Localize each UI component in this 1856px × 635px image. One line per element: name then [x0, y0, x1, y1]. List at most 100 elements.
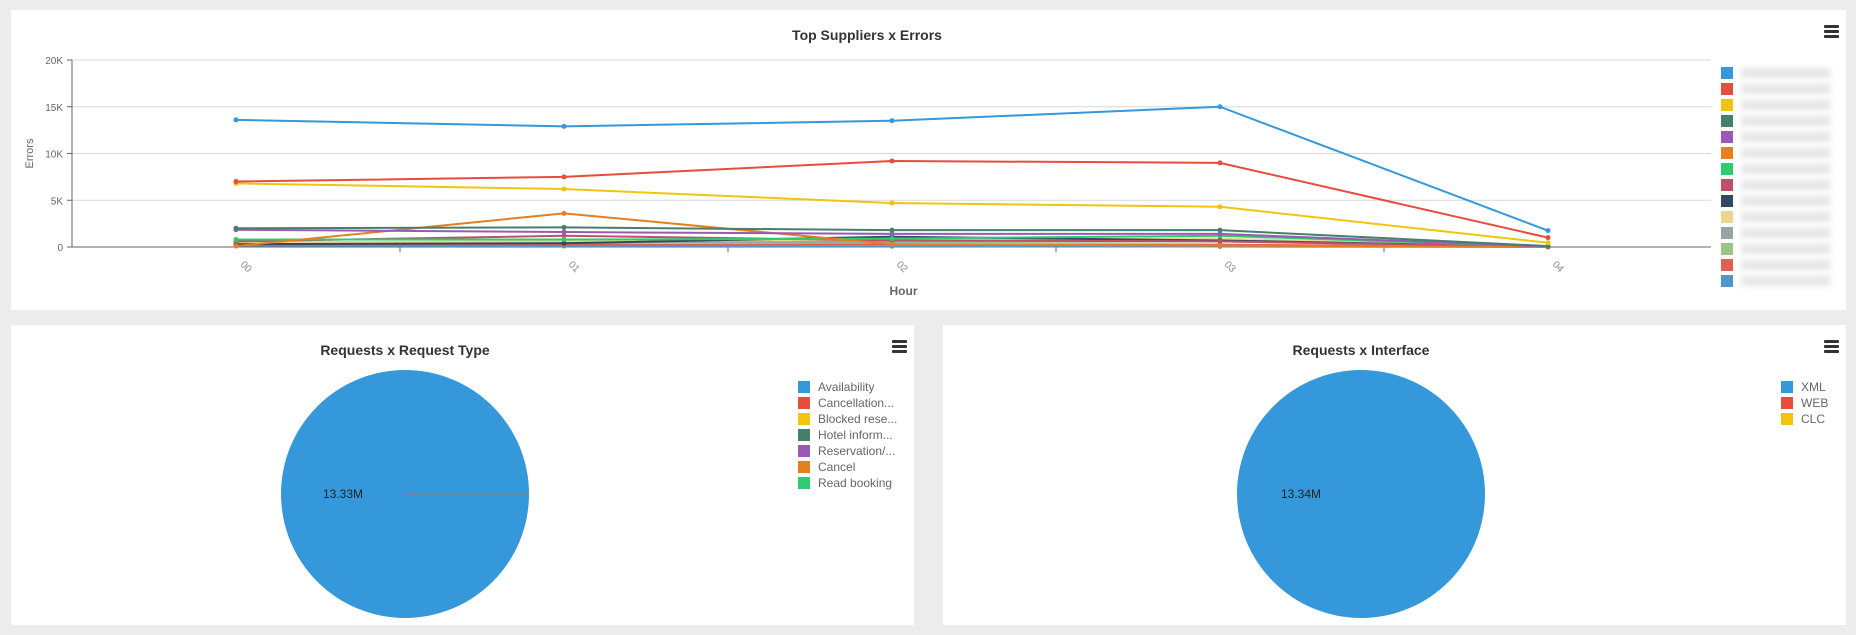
data-point[interactable]: [233, 117, 239, 123]
legend-label: Blocked rese...: [818, 412, 898, 426]
legend-item[interactable]: [1721, 241, 1831, 257]
redacted-legend-label: [1741, 68, 1831, 78]
redacted-legend-label: [1741, 212, 1831, 222]
y-tick-label: 0: [57, 243, 63, 254]
data-point[interactable]: [561, 233, 567, 239]
top-suppliers-errors-panel: Top Suppliers x Errors 0 5K 10K 15K 20K 00 01 0…: [11, 10, 1846, 310]
legend-label: Cancel: [818, 460, 856, 474]
data-point[interactable]: [561, 229, 567, 235]
data-point[interactable]: [1545, 240, 1551, 246]
data-point[interactable]: [889, 241, 895, 247]
legend-item[interactable]: [1721, 129, 1831, 145]
pie-data-label: 13.33M: [323, 487, 364, 501]
x-tick-label: 00: [238, 259, 254, 275]
data-point[interactable]: [1217, 104, 1223, 110]
legend-swatch: [1721, 211, 1733, 223]
data-point[interactable]: [1217, 243, 1223, 249]
data-point[interactable]: [233, 179, 239, 185]
data-point[interactable]: [561, 240, 567, 246]
legend-swatch: [1721, 227, 1733, 239]
legend-swatch: [1721, 115, 1733, 127]
legend-swatch: [1721, 163, 1733, 175]
hamburger-menu-icon[interactable]: [1823, 23, 1841, 39]
pie-legend-request-type: Availability Cancellation... Blocked rese.…: [798, 379, 897, 491]
legend-swatch: [1721, 67, 1733, 79]
data-point[interactable]: [1545, 235, 1551, 241]
data-point[interactable]: [233, 237, 239, 243]
data-point[interactable]: [561, 123, 567, 129]
y-tick-label: 10K: [45, 150, 63, 161]
legend-item[interactable]: [1721, 225, 1831, 241]
legend-item[interactable]: [1721, 177, 1831, 193]
legend-label: Read booking: [818, 476, 893, 490]
data-point[interactable]: [889, 118, 895, 124]
legend-item[interactable]: [1721, 113, 1831, 129]
data-point[interactable]: [889, 158, 895, 164]
chart-title: Top Suppliers x Errors: [792, 27, 942, 43]
legend-item[interactable]: [1721, 97, 1831, 113]
series-line[interactable]: [235, 105, 1549, 232]
legend-item[interactable]: Reservation/...: [798, 443, 897, 459]
legend-item[interactable]: Cancel: [798, 459, 897, 475]
legend-item[interactable]: Cancellation...: [798, 395, 897, 411]
data-point[interactable]: [561, 237, 567, 243]
legend-item[interactable]: WEB: [1781, 395, 1828, 411]
legend-item[interactable]: XML: [1781, 379, 1828, 395]
legend-swatch: [1721, 275, 1733, 287]
legend-item[interactable]: [1721, 209, 1831, 225]
redacted-legend-label: [1741, 132, 1831, 142]
data-point[interactable]: [889, 227, 895, 233]
data-point[interactable]: [1217, 160, 1223, 166]
hamburger-menu-icon[interactable]: [1823, 338, 1841, 354]
data-point[interactable]: [889, 200, 895, 206]
legend-item[interactable]: [1721, 145, 1831, 161]
legend-item[interactable]: [1721, 193, 1831, 209]
pie-slice-xml[interactable]: [1237, 370, 1485, 618]
legend-item[interactable]: Availability: [798, 379, 897, 395]
chart-title: Requests x Interface: [1292, 342, 1430, 358]
legend-item[interactable]: Hotel inform...: [798, 427, 897, 443]
legend-item[interactable]: CLC: [1781, 411, 1828, 427]
legend-item[interactable]: [1721, 257, 1831, 273]
data-point[interactable]: [889, 231, 895, 237]
legend-swatch: [798, 477, 810, 489]
hamburger-menu-icon[interactable]: [891, 338, 909, 354]
legend-item[interactable]: [1721, 161, 1831, 177]
y-axis-title: Errors: [24, 138, 36, 168]
data-point[interactable]: [889, 236, 895, 242]
legend-item[interactable]: Blocked rese...: [798, 411, 897, 427]
line-chart-plot: 0 5K 10K 15K 20K 00 01 02 03 04 Hour Errors: [24, 56, 1711, 298]
legend-item[interactable]: [1721, 81, 1831, 97]
pie-data-label: 13.34M: [1281, 487, 1322, 501]
legend-label: Hotel inform...: [818, 428, 893, 442]
legend-swatch: [798, 397, 810, 409]
data-point[interactable]: [561, 186, 567, 192]
data-point[interactable]: [1217, 204, 1223, 210]
data-point[interactable]: [561, 174, 567, 180]
data-point[interactable]: [561, 210, 567, 216]
legend-label: WEB: [1801, 396, 1829, 410]
pie-chart-interface: [1237, 370, 1485, 618]
legend-item[interactable]: Read booking: [798, 475, 897, 491]
legend-item[interactable]: [1721, 65, 1831, 81]
legend-swatch: [1781, 413, 1793, 425]
x-tick-label: 01: [566, 259, 582, 275]
legend-swatch: [798, 461, 810, 473]
legend-swatch: [1721, 179, 1733, 191]
legend-swatch: [1721, 147, 1733, 159]
legend-swatch: [798, 413, 810, 425]
legend-swatch: [1781, 397, 1793, 409]
data-point[interactable]: [233, 225, 239, 231]
data-point[interactable]: [1217, 227, 1223, 233]
legend-item[interactable]: [1721, 273, 1831, 289]
x-tick-label: 04: [1550, 259, 1566, 275]
pie-legend-interface: XML WEB CLC: [1781, 379, 1828, 427]
data-point[interactable]: [1217, 231, 1223, 237]
data-point[interactable]: [233, 243, 239, 249]
y-tick-label: 15K: [45, 103, 63, 114]
data-point[interactable]: [561, 224, 567, 230]
data-point[interactable]: [1545, 228, 1551, 234]
data-point[interactable]: [1217, 238, 1223, 244]
legend-label: Reservation/...: [818, 444, 896, 458]
legend-swatch: [1721, 259, 1733, 271]
